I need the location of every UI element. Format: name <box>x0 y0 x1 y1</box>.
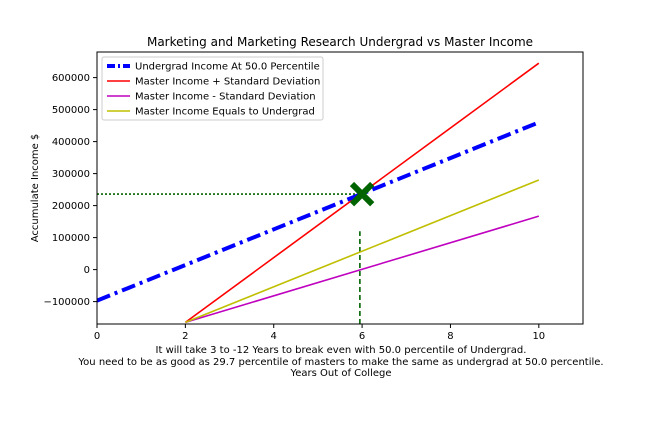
legend-label: Undergrad Income At 50.0 Percentile <box>135 62 320 73</box>
series-line-2 <box>185 215 540 324</box>
y-tick-label: 400000 <box>52 137 90 148</box>
y-axis-title: Accumulate Income $ <box>30 134 41 243</box>
y-tick-label: 500000 <box>52 105 90 116</box>
x-axis-caption-line-2: You need to be as good as 29.7 percentil… <box>77 357 603 368</box>
y-tick-label: 300000 <box>52 169 90 180</box>
y-tick-label: 600000 <box>52 73 90 84</box>
x-tick-label: 4 <box>271 331 277 342</box>
legend-label: Master Income Equals to Undergrad <box>135 107 315 118</box>
x-tick-label: 8 <box>447 331 453 342</box>
x-tick-label: 2 <box>182 331 188 342</box>
x-axis-title: Years Out of College <box>290 368 392 379</box>
legend: Undergrad Income At 50.0 Percentile Maste… <box>101 56 324 121</box>
x-tick-label: 6 <box>359 331 365 342</box>
y-tick-label: 0 <box>84 265 90 276</box>
plot-content <box>97 62 540 324</box>
x-tick-label: 0 <box>94 331 100 342</box>
chart-title: Marketing and Marketing Research Undergr… <box>147 35 533 49</box>
break-even-marker-stroke <box>349 181 375 207</box>
y-tick-label: 200000 <box>52 201 90 212</box>
break-even-marker <box>349 181 375 207</box>
legend-label: Master Income - Standard Deviation <box>135 92 316 103</box>
y-tick-label: 100000 <box>52 233 90 244</box>
legend-box <box>101 56 324 121</box>
plot-frame <box>96 51 584 325</box>
y-tick-label: −100000 <box>43 297 90 308</box>
legend-label: Master Income + Standard Deviation <box>135 77 320 88</box>
x-axis-caption-line-1: It will take 3 to -12 Years to break eve… <box>156 345 527 356</box>
axis-ticks: 0 2 4 6 8 10 −100000 0 100000 200000 300000 400000 5… <box>43 73 545 342</box>
series-line-0 <box>97 120 540 303</box>
x-tick-label: 10 <box>532 331 545 342</box>
series-line-3 <box>185 179 540 324</box>
